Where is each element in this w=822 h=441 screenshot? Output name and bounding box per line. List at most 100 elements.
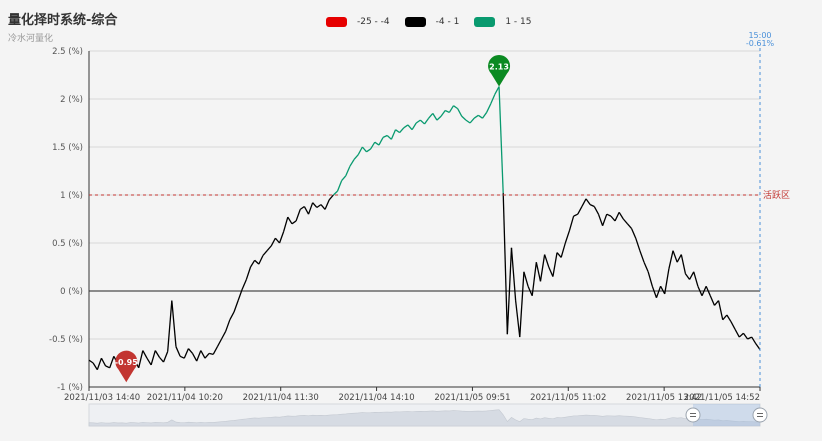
series-segment (477, 114, 483, 119)
y-tick-label: -1 (%) (57, 383, 83, 393)
x-tick-label: 2021/11/05 09:51 (434, 393, 510, 403)
series-segment (589, 204, 595, 208)
series-segment (581, 198, 587, 207)
series-segment (610, 215, 616, 222)
max-pin-shape (488, 54, 511, 87)
series-segment (361, 146, 368, 153)
series-segment (320, 204, 326, 210)
series-segment (453, 105, 459, 110)
series-segment (324, 199, 330, 210)
series-segment (154, 350, 160, 358)
x-tick-label: 2021/11/04 14:10 (338, 393, 414, 403)
series-segment (564, 230, 571, 244)
series-segment (274, 237, 281, 244)
series-segment (105, 365, 110, 369)
series-segment (183, 348, 190, 359)
series-segment (386, 135, 392, 140)
series-segment (399, 127, 405, 134)
series-segment (705, 285, 711, 297)
y-tick-label: 2 (%) (60, 95, 83, 105)
legend-label-high: 1 - 15 (505, 17, 532, 27)
y-tick-label: 2.5 (%) (52, 47, 83, 57)
series-segment (486, 103, 492, 113)
zoom-handle-knob (685, 407, 701, 423)
zoom-preview (88, 409, 761, 427)
series-segment (742, 332, 749, 340)
series-segment (423, 117, 430, 125)
series-segment (349, 159, 355, 167)
series-segment (403, 124, 409, 129)
y-tick-label: -0.5 (%) (49, 335, 83, 345)
series-segment (196, 350, 202, 362)
series-segment (200, 350, 206, 359)
series-segment (245, 266, 252, 280)
y-tick-label: 0.5 (%) (52, 239, 83, 249)
series-segment (738, 332, 744, 338)
series-segment (481, 112, 488, 119)
series-segment (697, 285, 703, 297)
series-segment (100, 357, 107, 367)
threshold-label: 活跃区 (763, 189, 790, 201)
series-segment (332, 190, 338, 196)
series-segment (204, 352, 210, 359)
series-segment (316, 204, 322, 209)
series-segment (216, 338, 223, 347)
chart-subtitle: 冷水河量化 (8, 34, 54, 44)
series-segment (651, 285, 658, 298)
series-segment (461, 115, 467, 121)
y-tick-label: 0 (%) (60, 287, 83, 297)
series-segment (150, 350, 156, 366)
series-segment (597, 213, 604, 226)
x-axis: 2021/11/03 14:40 2021/11/04 10:20 2021/11/… (64, 386, 761, 403)
legend-item-low[interactable]: -25 - -4 (326, 17, 390, 27)
series-segment (407, 124, 413, 131)
series-segment (303, 206, 310, 215)
series-segment (614, 211, 620, 222)
series-segment (233, 300, 239, 313)
series-segment (639, 250, 645, 263)
legend-item-mid[interactable]: -4 - 1 (404, 17, 460, 27)
series-segment (411, 122, 417, 131)
series-segment (440, 110, 446, 117)
series-segment (622, 218, 628, 225)
series-segment (146, 357, 152, 366)
series-segment (187, 348, 194, 354)
y-axis: 2.5 (%) 2 (%) 1.5 (%) 1 (%) 0.5 (%) 0 (%) -0.5… (49, 47, 90, 393)
series-segment (88, 359, 94, 364)
series-segment (241, 279, 247, 290)
series-segment (353, 154, 359, 160)
series-segment (709, 295, 716, 306)
series-segment (606, 213, 612, 217)
series-segment (643, 261, 649, 273)
x-tick-label: 2021/11/04 11:30 (243, 393, 319, 403)
end-value-label: -0.61% (746, 39, 775, 48)
series-segment (523, 271, 529, 287)
series-segment (672, 250, 678, 263)
series-segment (270, 237, 276, 247)
series-segment (142, 350, 148, 359)
series-segment (552, 252, 558, 277)
series-segment (138, 350, 144, 368)
series-segment (366, 148, 372, 153)
series-segment (510, 247, 517, 301)
series-segment (502, 193, 508, 335)
series-segment (295, 209, 301, 222)
series-segment (278, 231, 285, 244)
series-line (88, 86, 761, 371)
zoom-handle-right[interactable] (752, 407, 768, 423)
series-segment (171, 300, 177, 347)
series-segment (506, 247, 513, 335)
legend-swatch-mid (404, 17, 426, 27)
series-segment (249, 259, 256, 268)
series-segment (287, 216, 293, 225)
zoom-handle-left[interactable] (685, 407, 701, 423)
series-segment (660, 285, 666, 295)
legend-label-mid: -4 - 1 (435, 17, 460, 27)
legend-item-high[interactable]: 1 - 15 (474, 17, 531, 27)
series-segment (701, 285, 707, 297)
series-segment (457, 108, 463, 117)
series-segment (585, 198, 591, 205)
chart-title: 量化择时系统-综合 (8, 13, 118, 28)
series-segment (548, 266, 554, 277)
